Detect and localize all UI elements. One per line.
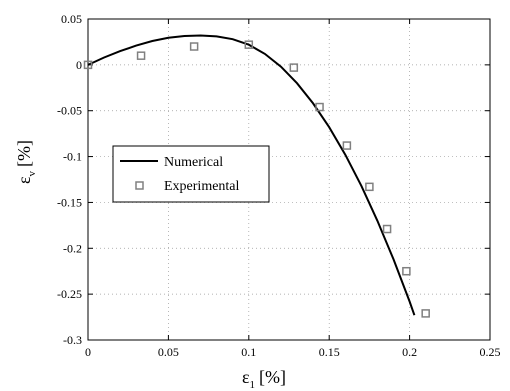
y-tick-label: -0.2 bbox=[63, 241, 82, 255]
x-tick-label: 0.15 bbox=[319, 345, 340, 359]
axis-ticks: 0 0.05 0.1 0.15 0.2 0.25 0.05 0 -0.05 -0.1 -0.15 -0… bbox=[57, 12, 501, 359]
legend-label-experimental: Experimental bbox=[164, 179, 240, 194]
experimental-point bbox=[382, 224, 392, 234]
experimental-point bbox=[189, 42, 199, 51]
experimental-point bbox=[421, 309, 430, 318]
y-axis-symbol: ε bbox=[14, 176, 34, 184]
x-axis-subscript: 1 bbox=[250, 379, 256, 391]
experimental-point bbox=[365, 182, 374, 192]
y-tick-label: -0.1 bbox=[63, 150, 82, 164]
x-tick-label: 0.25 bbox=[480, 345, 501, 359]
experimental-point bbox=[289, 63, 299, 72]
numerical-curve bbox=[87, 34, 416, 316]
x-tick-label: 0 bbox=[85, 345, 91, 359]
numerical-series bbox=[87, 34, 416, 316]
plot-frame bbox=[87, 18, 491, 341]
y-tick-label: -0.05 bbox=[57, 104, 82, 118]
experimental-point bbox=[402, 266, 411, 276]
x-tick-label: 0.2 bbox=[402, 345, 417, 359]
experimental-point bbox=[315, 102, 324, 112]
x-axis-unit: [%] bbox=[259, 367, 286, 387]
y-tick-label: -0.3 bbox=[63, 333, 82, 347]
legend-label-numerical: Numerical bbox=[164, 155, 223, 170]
x-axis-symbol: ε bbox=[242, 367, 250, 387]
y-tick-label: 0.05 bbox=[61, 12, 82, 26]
experimental-point bbox=[342, 141, 352, 150]
y-axis-subscript: v bbox=[26, 170, 38, 176]
experimental-point bbox=[83, 60, 93, 70]
x-tick-label: 0.1 bbox=[241, 345, 256, 359]
legend-box bbox=[112, 145, 270, 203]
y-tick-label: -0.15 bbox=[57, 195, 82, 209]
legend: Numerical Experimental bbox=[112, 145, 270, 203]
experimental-point bbox=[136, 51, 146, 60]
experimental-point bbox=[244, 40, 254, 49]
y-axis-unit: [%] bbox=[14, 140, 34, 167]
experimental-series bbox=[83, 40, 430, 318]
x-tick-label: 0.05 bbox=[158, 345, 179, 359]
y-axis-title: εv [%] bbox=[14, 140, 38, 184]
x-axis-title: ε1 [%] bbox=[242, 367, 286, 391]
y-tick-label: 0 bbox=[76, 58, 82, 72]
legend-marker-experimental bbox=[135, 181, 144, 190]
y-tick-label: -0.25 bbox=[57, 287, 82, 301]
